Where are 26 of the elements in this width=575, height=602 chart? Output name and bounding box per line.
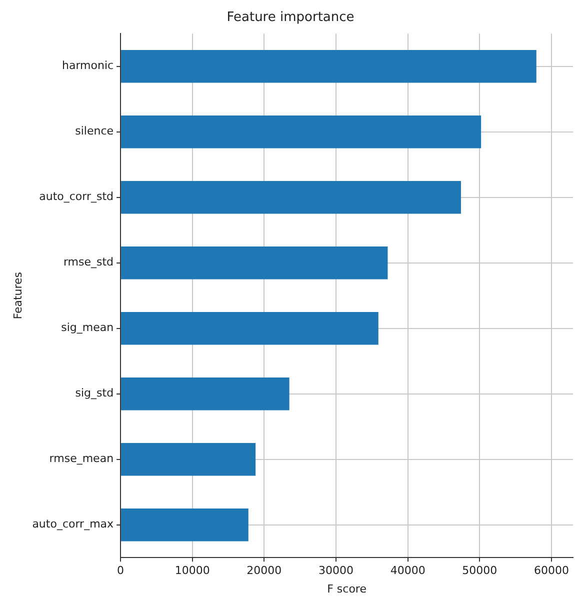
y-tick-label: sig_std — [75, 386, 114, 400]
y-axis-title: Features — [11, 272, 24, 320]
bar — [121, 115, 482, 148]
x-tick-label: 20000 — [246, 564, 282, 578]
x-tick-label: 10000 — [174, 564, 210, 578]
bar — [121, 377, 290, 410]
y-tick-label: rmse_std — [63, 256, 114, 269]
x-tick-label: 0 — [117, 564, 124, 578]
bar — [121, 180, 461, 214]
y-tick-label: silence — [75, 124, 114, 138]
y-tick-label: sig_mean — [61, 321, 114, 334]
bar — [121, 246, 388, 280]
y-tick-label: rmse_mean — [49, 452, 114, 466]
x-tick-label: 40000 — [390, 564, 426, 578]
x-tick-label: 50000 — [462, 564, 498, 578]
x-axis-title: F score — [327, 582, 367, 596]
bar — [121, 312, 378, 345]
bar — [121, 508, 248, 542]
y-tick-label: auto_corr_std — [39, 190, 114, 204]
y-tick-label: auto_corr_max — [32, 518, 114, 531]
bar — [121, 50, 536, 83]
chart-title: Feature importance — [226, 10, 354, 26]
bar — [121, 442, 256, 476]
x-tick-label: 60000 — [534, 564, 569, 578]
x-tick-label: 30000 — [318, 564, 354, 578]
y-tick-label: harmonic — [62, 59, 114, 72]
